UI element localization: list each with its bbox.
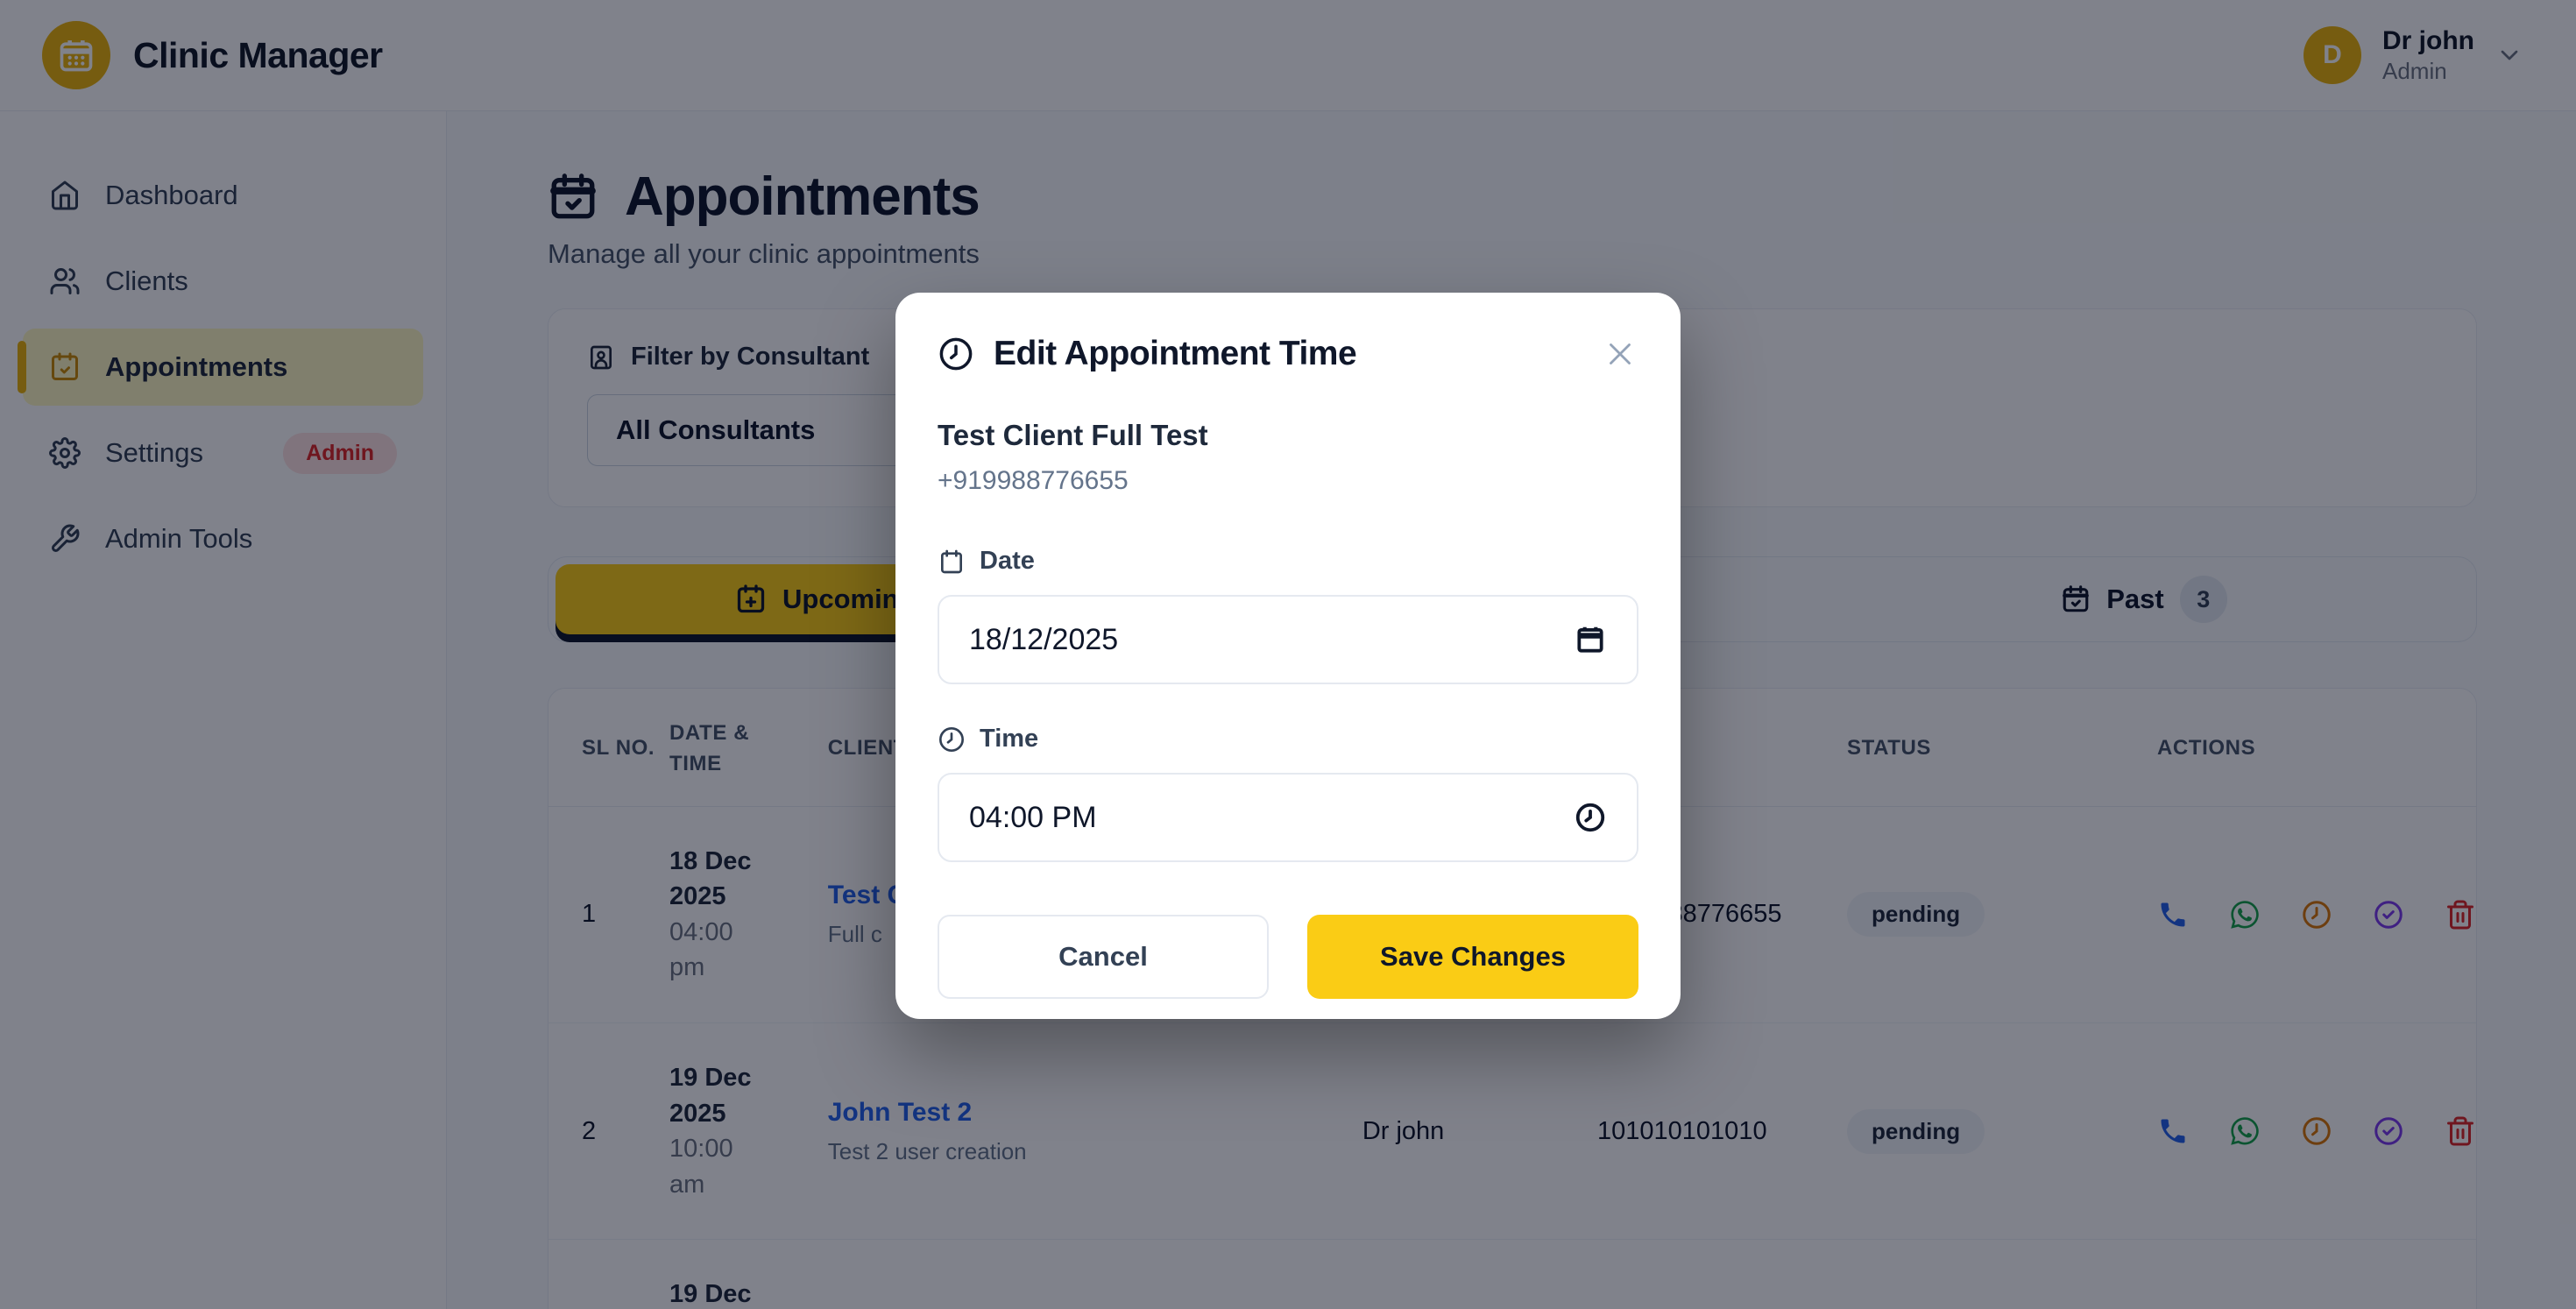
clock-icon [939, 726, 964, 752]
cancel-button[interactable]: Cancel [938, 915, 1269, 999]
time-picker-icon[interactable] [1574, 801, 1607, 834]
modal-header: Edit Appointment Time [938, 335, 1638, 373]
close-button[interactable] [1602, 336, 1638, 372]
save-changes-button[interactable]: Save Changes [1307, 915, 1638, 999]
date-picker-icon[interactable] [1574, 623, 1607, 656]
time-input[interactable]: 04:00 PM [938, 773, 1638, 862]
date-label-row: Date [938, 547, 1638, 576]
modal-client-name: Test Client Full Test [938, 419, 1208, 451]
time-label-row: Time [938, 725, 1638, 754]
edit-appointment-modal: Edit Appointment Time Test Client Full T… [895, 293, 1681, 1019]
close-icon [1610, 343, 1631, 364]
modal-buttons: Cancel Save Changes [938, 915, 1638, 999]
calendar-icon [941, 549, 962, 573]
clock-icon [939, 337, 973, 371]
modal-title: Edit Appointment Time [994, 335, 1357, 372]
time-input-value: 04:00 PM [969, 800, 1097, 834]
time-label: Time [980, 725, 1039, 753]
modal-client-phone: +919988776655 [938, 466, 1129, 495]
date-input-value: 18/12/2025 [969, 622, 1119, 656]
date-label: Date [980, 547, 1035, 575]
date-input[interactable]: 18/12/2025 [938, 595, 1638, 684]
